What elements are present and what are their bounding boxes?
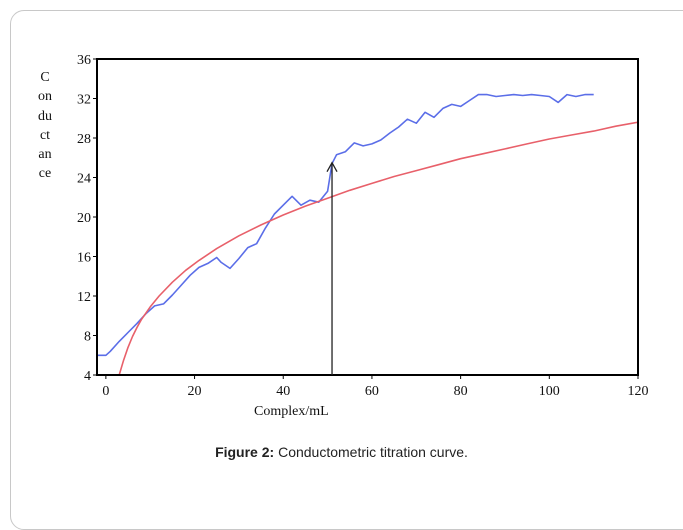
chart-container: 4 8 12 16 20 24 28 32 36 0 20 40 60 80 100 120 — [77, 53, 649, 399]
x-axis-label: Complex/mL — [254, 404, 329, 419]
x-tick-label: 120 — [628, 384, 649, 399]
y-tick-label: 4 — [84, 369, 91, 384]
x-tick-label: 60 — [365, 384, 379, 399]
y-tick-label: 28 — [77, 132, 91, 147]
y-tick-label: 12 — [77, 290, 91, 305]
y-tick-label: 8 — [84, 330, 91, 345]
y-tick-label: 20 — [77, 211, 91, 226]
plot-frame — [96, 58, 639, 376]
y-axis-label: Conductance — [38, 70, 52, 182]
y-tick-label: 24 — [77, 172, 91, 187]
figure-frame — [10, 10, 683, 530]
series-line-2 — [118, 121, 637, 374]
series-line-1 — [98, 93, 594, 357]
x-tick-label: 40 — [276, 384, 290, 399]
x-tick-label: 0 — [102, 384, 109, 399]
y-tick-label: 32 — [77, 93, 91, 108]
equivalence-arrow-head — [326, 161, 338, 173]
caption-label: Figure 2: — [215, 444, 275, 460]
caption-text: Conductometric titration curve. — [278, 444, 468, 460]
titration-chart: 4 8 12 16 20 24 28 32 36 0 20 40 60 80 100 120 — [77, 53, 649, 399]
x-tick-label: 80 — [454, 384, 468, 399]
x-tick-label: 20 — [188, 384, 202, 399]
figure-caption: Figure 2: Conductometric titration curve… — [0, 444, 683, 460]
y-tick-label: 36 — [77, 53, 91, 68]
x-tick-label: 100 — [539, 384, 560, 399]
y-tick-label: 16 — [77, 251, 91, 266]
